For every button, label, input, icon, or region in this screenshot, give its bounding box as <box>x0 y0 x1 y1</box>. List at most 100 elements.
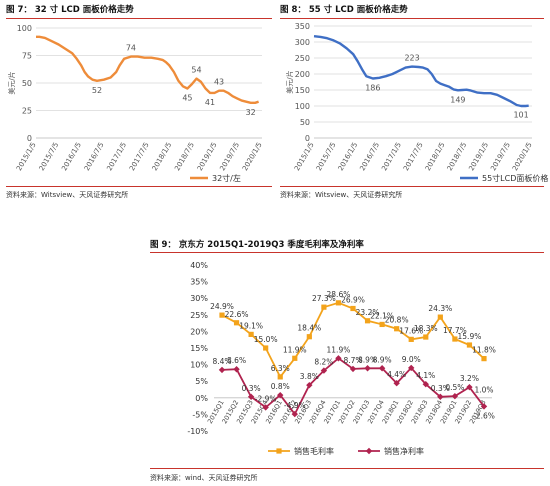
data-label: 22.1% <box>370 311 394 320</box>
data-label: 8.9% <box>358 355 377 364</box>
series-marker <box>335 300 342 306</box>
data-label: 186 <box>365 83 380 92</box>
data-label: 101 <box>513 111 528 120</box>
series-marker <box>233 320 240 326</box>
data-label: 11.9% <box>327 345 351 354</box>
data-label: 0.5% <box>445 383 464 392</box>
data-label: 18.3% <box>414 324 438 333</box>
x-tick-label: 2017/7/5 <box>128 141 151 172</box>
fig9-title-rule <box>150 252 544 253</box>
data-label: 28.6% <box>327 290 351 299</box>
data-label: 22.6% <box>225 310 249 319</box>
y-tick-label: 100 <box>295 102 310 111</box>
data-label: 149 <box>450 95 465 104</box>
data-label: 11.9% <box>283 345 307 354</box>
series-marker <box>321 304 327 310</box>
data-label: 52 <box>92 86 102 95</box>
data-label: -4.9% <box>284 401 306 410</box>
data-label: -2.9% <box>255 394 277 403</box>
series-marker <box>349 365 357 373</box>
x-tick-label: 2019/1/5 <box>467 141 490 172</box>
data-label: 11.8% <box>472 346 496 355</box>
y-tick-label: 50 <box>300 118 310 127</box>
data-label: 6.3% <box>271 364 290 373</box>
data-label: 1.0% <box>474 385 493 394</box>
y-tick-label: 300 <box>295 38 310 47</box>
x-tick-label: 2016/1/5 <box>337 141 360 172</box>
data-label: 18.4% <box>297 324 321 333</box>
x-tick-label: 2015/7/5 <box>315 141 338 172</box>
series-marker <box>335 355 342 362</box>
x-tick-label: 2017/1/5 <box>105 141 128 172</box>
data-label: 8.6% <box>227 356 246 365</box>
data-label: 3.2% <box>460 374 479 383</box>
y-tick-label: 200 <box>295 70 310 79</box>
series-marker <box>277 391 284 399</box>
series-marker <box>306 381 313 389</box>
data-label: 0.3% <box>431 384 450 393</box>
data-label: 15.9% <box>458 332 482 341</box>
data-label: 4.1% <box>416 371 435 380</box>
y-tick-label: 50 <box>22 79 32 88</box>
data-label: 23.2% <box>356 308 380 317</box>
x-tick-label: 2020/1/5 <box>241 141 264 172</box>
x-tick-label: 2020/1/5 <box>511 141 534 172</box>
x-tick-label: 2018/7/5 <box>173 141 196 172</box>
series-marker <box>248 331 254 337</box>
x-tick-label: 2018/7/5 <box>446 141 469 172</box>
series-marker <box>379 321 385 328</box>
series-marker <box>364 318 371 324</box>
data-label: 8.4% <box>212 357 231 366</box>
x-tick-label: 2017/7/5 <box>402 141 425 172</box>
fig7-source: 资料来源：Witsview、天风证券研究所 <box>6 191 129 199</box>
y-tick-label: 75 <box>22 52 32 61</box>
data-label: 9.0% <box>402 355 421 364</box>
data-label: 223 <box>404 54 419 63</box>
series-marker <box>277 374 283 380</box>
x-tick-label: 2016/1/5 <box>60 141 83 172</box>
y-tick-label: 20% <box>190 327 208 336</box>
legend-label: 销售净利率 <box>384 446 424 456</box>
series-line <box>36 35 259 104</box>
series-marker <box>350 305 356 312</box>
fig7-title: 图 7： 32 寸 LCD 面板价格走势 <box>6 5 134 15</box>
series-marker <box>466 383 473 391</box>
data-label: 17.6% <box>399 326 423 335</box>
y-tick-label: -5% <box>192 410 208 419</box>
x-tick-label: 2015/1/5 <box>15 141 38 172</box>
y-axis-label: 美元/片 <box>7 71 16 94</box>
data-label: 0.8% <box>271 382 290 391</box>
x-tick-label: 2017/1/5 <box>380 141 403 172</box>
data-label: 0.3% <box>242 384 261 393</box>
data-label: 27.3% <box>312 294 336 303</box>
data-label: 45 <box>182 94 192 103</box>
series-marker <box>364 365 371 372</box>
series-marker <box>292 355 298 361</box>
series-marker <box>219 312 225 318</box>
y-tick-label: 100 <box>17 24 32 33</box>
y-tick-label: 0 <box>27 134 32 143</box>
series-marker <box>480 403 488 410</box>
series-marker <box>263 345 269 351</box>
fig7-title-rule <box>6 18 272 19</box>
series-marker <box>408 364 415 372</box>
series-marker <box>262 404 269 411</box>
y-tick-label: 25% <box>190 311 208 320</box>
x-tick-label: 2019/7/5 <box>489 141 512 172</box>
x-tick-label: 2019/1/5 <box>196 141 219 172</box>
data-label: 20.8% <box>385 316 409 325</box>
fig9-chart: -10%-5%0%5%10%15%20%25%30%35%40%2015Q120… <box>187 261 496 456</box>
legend-label: 32寸/左 <box>212 173 241 183</box>
fig8-title-rule <box>280 18 544 19</box>
series-marker <box>247 393 255 401</box>
y-tick-label: 350 <box>295 22 310 31</box>
x-tick-label: 2018/1/5 <box>424 141 447 172</box>
series-marker <box>437 314 443 320</box>
y-tick-label: 10% <box>190 361 208 370</box>
fig8-title: 图 8： 55 寸 LCD 面板价格走势 <box>280 5 408 15</box>
fig7-bottom-rule <box>6 186 272 187</box>
x-tick-label: 2015/7/5 <box>38 141 61 172</box>
data-label: 8.7% <box>343 356 362 365</box>
series-marker <box>451 392 459 400</box>
data-label: 26.9% <box>341 295 365 304</box>
